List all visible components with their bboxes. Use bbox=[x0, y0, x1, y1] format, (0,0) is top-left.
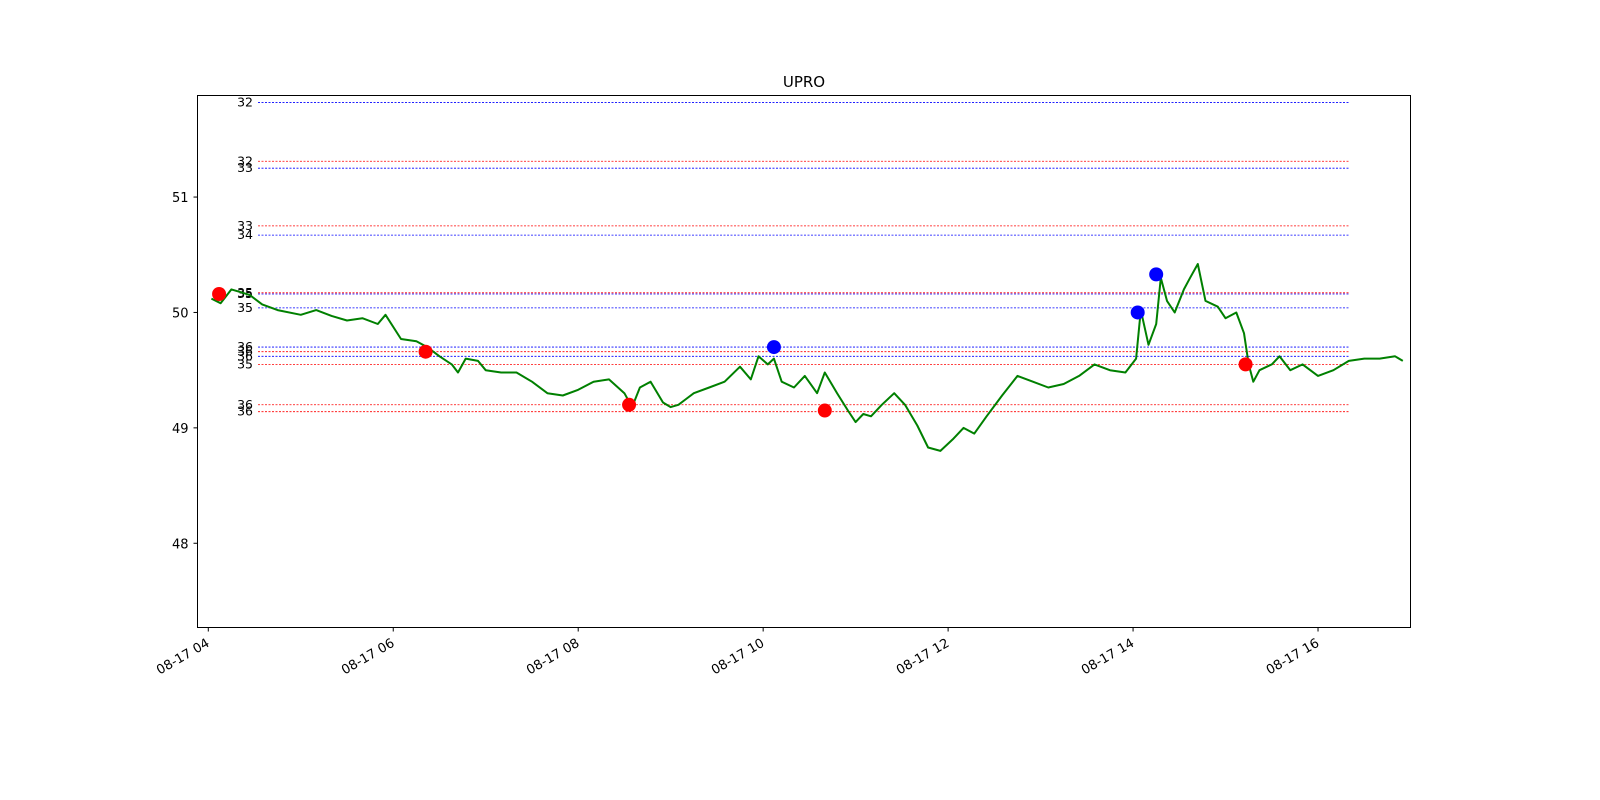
level-label: 32 bbox=[237, 153, 253, 168]
signal-marker bbox=[1149, 267, 1164, 282]
chart-title: UPRO bbox=[783, 73, 825, 91]
level-label: 36 bbox=[237, 339, 253, 354]
y-tick-label: 50 bbox=[172, 306, 189, 321]
level-label: 35 bbox=[237, 300, 253, 315]
level-label: 35 bbox=[237, 285, 253, 300]
level-label: 35 bbox=[237, 356, 253, 371]
signal-marker bbox=[817, 403, 832, 418]
price-line bbox=[210, 263, 1404, 452]
signal-marker bbox=[622, 397, 637, 412]
level-label: 33 bbox=[237, 160, 253, 175]
signal-marker bbox=[418, 344, 433, 359]
y-axis: 48 49 50 51 bbox=[172, 191, 198, 552]
signal-marker bbox=[212, 286, 227, 301]
y-tick-label: 49 bbox=[172, 422, 189, 437]
level-label: 34 bbox=[237, 227, 253, 242]
series-layer bbox=[210, 263, 1404, 452]
y-tick-label: 48 bbox=[172, 537, 189, 552]
signal-marker bbox=[1238, 357, 1253, 372]
plot-frame bbox=[197, 95, 1411, 628]
level-label: 36 bbox=[237, 348, 253, 363]
level-label: 36 bbox=[237, 344, 253, 359]
y-tick-label: 51 bbox=[172, 191, 189, 206]
level-label: 36 bbox=[237, 404, 253, 419]
signal-markers bbox=[212, 267, 1253, 418]
level-label: 32 bbox=[237, 94, 253, 109]
signal-marker bbox=[1130, 305, 1145, 320]
level-label: 36 bbox=[237, 397, 253, 412]
signal-marker bbox=[766, 340, 781, 355]
level-label: 33 bbox=[237, 218, 253, 233]
